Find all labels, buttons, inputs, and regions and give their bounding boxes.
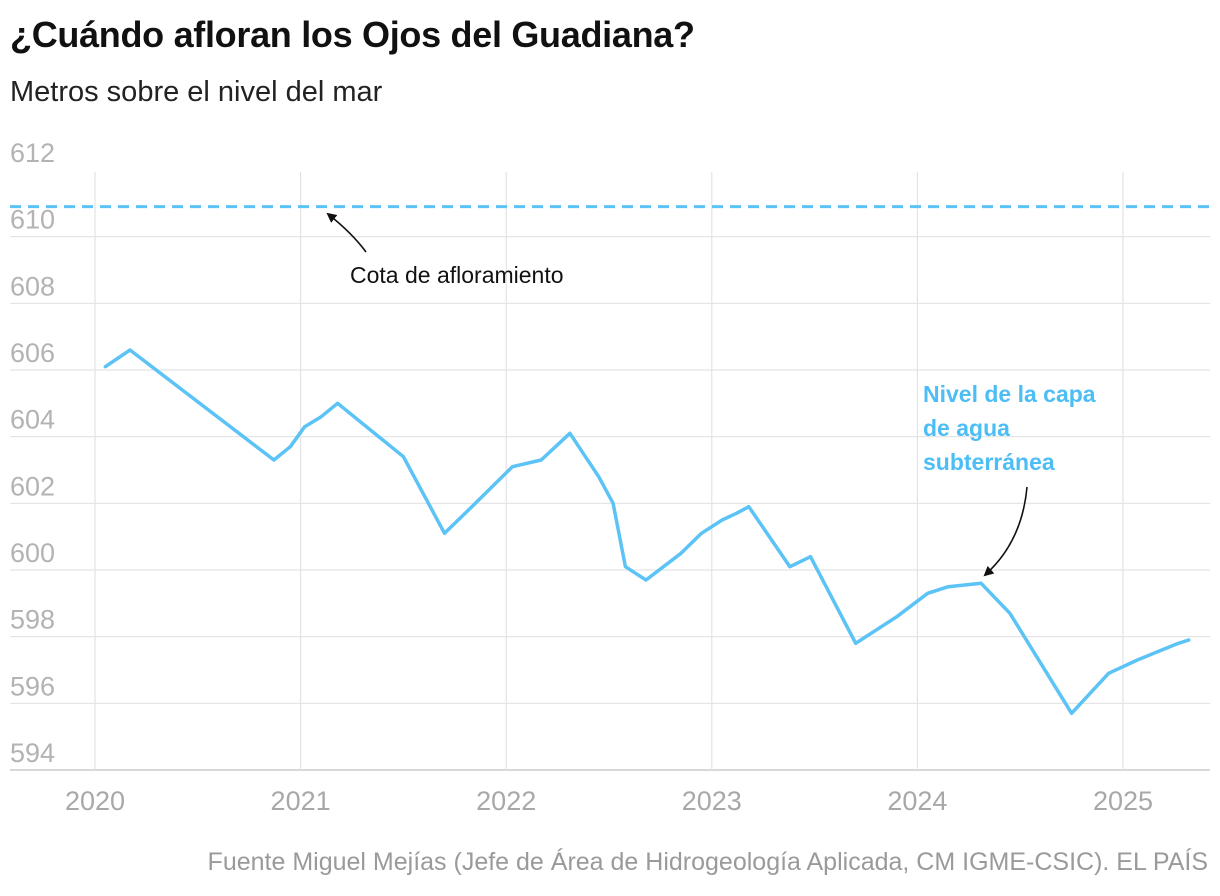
y-tick-label-598: 598 — [10, 605, 55, 635]
series-line-nivel-capa-agua — [103, 348, 1191, 716]
x-tick-label-2024: 2024 — [887, 786, 947, 816]
y-tick-label-602: 602 — [10, 471, 55, 501]
chart-subtitle: Metros sobre el nivel del mar — [10, 76, 383, 108]
y-tick-label-610: 610 — [10, 205, 55, 235]
x-tick-label-2025: 2025 — [1093, 786, 1153, 816]
y-tick-label-608: 608 — [10, 271, 55, 301]
annotation-cota-arrow — [326, 212, 367, 253]
y-tick-label-606: 606 — [10, 338, 55, 368]
annotation-series-label-line-2: de agua — [923, 415, 1010, 441]
annotations: Cota de afloramiento Nivel de la capa de… — [326, 212, 1096, 577]
chart-title: ¿Cuándo afloran los Ojos del Guadiana? — [10, 14, 695, 55]
y-tick-label-600: 600 — [10, 538, 55, 568]
y-tick-label-612: 612 — [10, 138, 55, 168]
annotation-series-label-line-1: Nivel de la capa — [923, 381, 1096, 407]
source-note: Fuente Miguel Mejías (Jefe de Área de Hi… — [207, 848, 1208, 876]
x-tick-label-2021: 2021 — [271, 786, 331, 816]
x-tick-label-2023: 2023 — [682, 786, 742, 816]
annotation-series-label-line-3: subterránea — [923, 449, 1055, 475]
x-tick-label-2020: 2020 — [65, 786, 125, 816]
annotation-cota-label: Cota de afloramiento — [350, 262, 564, 288]
x-axis-tick-labels: 2020 2021 2022 2023 2024 2025 — [65, 786, 1153, 816]
series-group — [103, 348, 1191, 716]
y-tick-label-604: 604 — [10, 405, 55, 435]
y-tick-label-594: 594 — [10, 738, 55, 768]
y-tick-label-596: 596 — [10, 671, 55, 701]
y-axis-tick-labels: 594 596 598 600 602 604 606 608 610 612 — [10, 138, 55, 768]
x-tick-label-2022: 2022 — [476, 786, 536, 816]
annotation-series-arrow — [983, 486, 1028, 577]
